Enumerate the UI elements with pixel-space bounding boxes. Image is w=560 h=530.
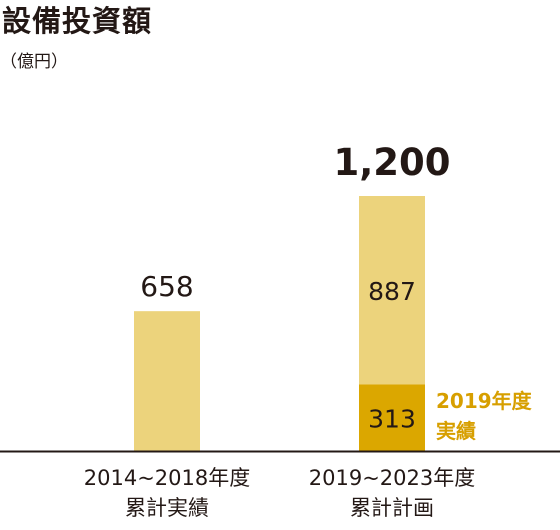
annotation-line-1: 2019年度 [436,389,532,413]
chart-title: 設備投資額 [2,4,153,38]
data-label: 887 [368,277,416,306]
category-label-line-2: 累計実績 [125,496,209,520]
bar-segment [359,196,425,385]
total-label: 1,200 [333,141,450,184]
bar-segment [134,311,200,451]
annotation-line-2: 実績 [436,419,476,443]
bar-segment-2019-actual [359,384,425,451]
annotation-2019-actual: 2019年度 実績 [436,386,532,446]
data-label: 313 [368,405,416,434]
category-label-2019-2023: 2019~2023年度 累計計画 [272,463,512,523]
data-label: 658 [140,270,193,303]
category-label-line-2: 累計計画 [350,496,434,520]
category-label-2014-2018: 2014~2018年度 累計実績 [47,463,287,523]
unit-label: （億円） [0,52,68,72]
category-label-line-1: 2014~2018年度 [83,466,251,490]
category-label-line-1: 2019~2023年度 [308,466,476,490]
